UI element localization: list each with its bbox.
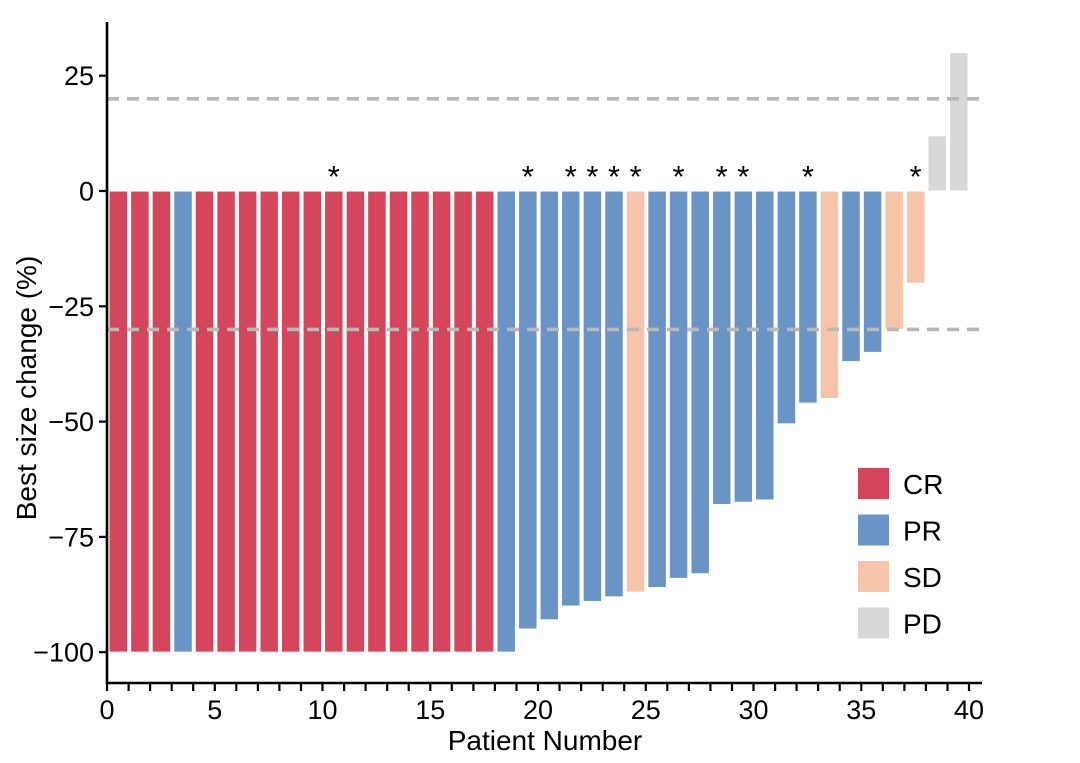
- bar-patient-26: [647, 190, 667, 589]
- bar-patient-24: [604, 190, 624, 598]
- x-tick-label: 0: [99, 695, 114, 725]
- bar-patient-4: [173, 190, 193, 653]
- bars-layer: [108, 52, 969, 653]
- bar-patient-33: [798, 190, 818, 404]
- legend-label-sd: SD: [903, 562, 942, 593]
- bar-patient-28: [690, 190, 711, 575]
- reference-lines-layer: [107, 97, 982, 332]
- bar-patient-11: [323, 190, 344, 653]
- ongoing-marker-patient-33: *: [802, 159, 814, 194]
- bar-patient-32: [776, 190, 797, 425]
- x-tick-label: 40: [954, 695, 984, 725]
- bar-patient-15: [410, 190, 430, 653]
- bar-patient-6: [216, 190, 236, 653]
- bar-patient-40: [948, 52, 969, 192]
- axes-layer: 0 5 10 15 20 25 30 35 40 25 0 −25 −50 −75 −100: [33, 22, 984, 725]
- bar-patient-5: [194, 190, 215, 653]
- y-tick-label: −75: [48, 522, 94, 552]
- bar-patient-16: [431, 190, 452, 653]
- bar-patient-34: [819, 190, 840, 400]
- ongoing-marker-patient-30: *: [737, 159, 749, 194]
- legend-swatch-pr: [858, 514, 889, 546]
- bar-patient-9: [280, 190, 301, 653]
- legend-label-cr: CR: [903, 469, 943, 500]
- x-tick-label: 5: [207, 695, 222, 725]
- ongoing-marker-patient-20: *: [522, 159, 534, 194]
- x-tick-label: 35: [846, 695, 876, 725]
- y-tick-label: −50: [48, 407, 94, 437]
- bar-patient-20: [517, 190, 538, 630]
- legend-label-pr: PR: [903, 516, 942, 547]
- ongoing-marker-patient-38: *: [910, 159, 922, 194]
- legend-swatch-cr: [858, 468, 889, 499]
- bar-patient-2: [130, 190, 150, 653]
- bar-patient-36: [862, 190, 883, 353]
- bar-patient-37: [884, 190, 904, 330]
- bar-patient-19: [496, 190, 517, 653]
- y-axis-title: Best size change (%): [11, 256, 42, 521]
- x-tick-label: 30: [738, 695, 768, 725]
- ongoing-marker-patient-29: *: [716, 159, 728, 194]
- x-axis-title: Patient Number: [448, 725, 643, 756]
- ongoing-marker-patient-11: *: [328, 159, 340, 194]
- ongoing-marker-patient-23: *: [586, 159, 598, 194]
- x-tick-label: 25: [631, 695, 661, 725]
- bar-patient-29: [711, 190, 732, 506]
- bar-patient-17: [453, 190, 473, 653]
- x-tick-label: 10: [307, 695, 337, 725]
- bar-patient-3: [151, 190, 172, 653]
- bar-patient-1: [108, 190, 129, 653]
- y-tick-label: −100: [33, 638, 94, 668]
- bar-patient-21: [539, 190, 560, 621]
- ongoing-marker-patient-25: *: [629, 159, 641, 194]
- bar-patient-39: [927, 135, 948, 192]
- legend-label-pd: PD: [903, 609, 942, 640]
- legend-swatch-pd: [858, 607, 889, 639]
- ongoing-marker-patient-24: *: [608, 159, 620, 194]
- bar-patient-23: [582, 190, 603, 603]
- bar-patient-38: [905, 190, 926, 284]
- legend-swatch-sd: [858, 561, 889, 592]
- bar-patient-12: [345, 190, 366, 653]
- bar-patient-30: [733, 190, 754, 503]
- y-tick-label: −25: [48, 292, 94, 322]
- bar-patient-25: [625, 190, 646, 593]
- ongoing-marker-patient-27: *: [673, 159, 685, 194]
- ongoing-marker-patient-22: *: [565, 159, 577, 194]
- response-ongoing-markers-layer: * * * * * * * * * * *: [328, 159, 922, 194]
- x-tick-label: 20: [523, 695, 553, 725]
- bar-patient-8: [259, 190, 280, 653]
- bar-patient-14: [388, 190, 409, 653]
- bar-patient-31: [754, 190, 775, 501]
- bar-patient-27: [668, 190, 689, 579]
- legend: CR PR SD PD: [858, 468, 943, 640]
- x-tick-label: 15: [415, 695, 445, 725]
- bar-patient-35: [841, 190, 861, 363]
- bar-patient-10: [302, 190, 323, 653]
- bar-patient-13: [367, 190, 387, 653]
- bar-patient-18: [474, 190, 495, 653]
- bar-patient-22: [560, 190, 581, 607]
- y-tick-label: 0: [79, 177, 94, 207]
- y-tick-label: 25: [64, 61, 94, 91]
- bar-patient-7: [237, 190, 258, 653]
